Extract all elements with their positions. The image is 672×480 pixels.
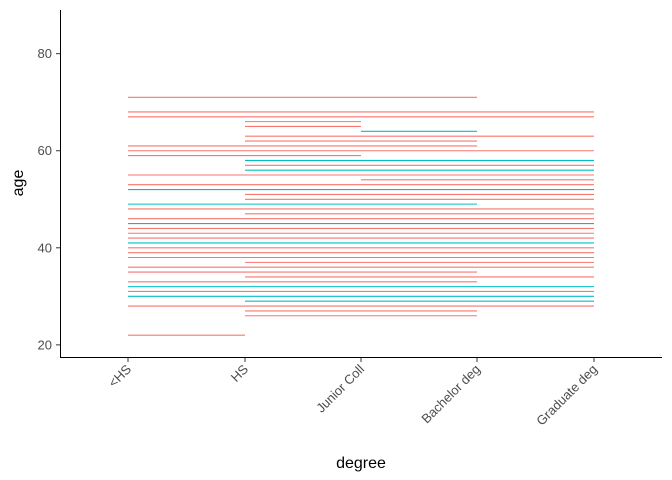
segments-layer: [128, 96, 594, 336]
y-tick-label: 60: [38, 143, 52, 158]
y-axis-ticks: 20 40 60 80: [38, 46, 60, 352]
x-tick-label: Junior Coll: [313, 361, 367, 415]
x-tick-label: <HS: [105, 361, 134, 390]
y-tick-label: 20: [38, 337, 52, 352]
y-tick-label: 80: [38, 46, 52, 61]
x-tick-label: Bachelor deg: [418, 362, 483, 427]
x-tick-label: Graduate deg: [533, 362, 600, 429]
x-axis-title: degree: [336, 455, 386, 472]
x-tick-label: HS: [228, 361, 252, 385]
y-tick-label: 40: [38, 240, 52, 255]
y-axis-title: age: [10, 170, 27, 197]
x-axis-ticks: <HS HS Junior Coll Bachelor deg Graduate deg: [105, 358, 600, 428]
